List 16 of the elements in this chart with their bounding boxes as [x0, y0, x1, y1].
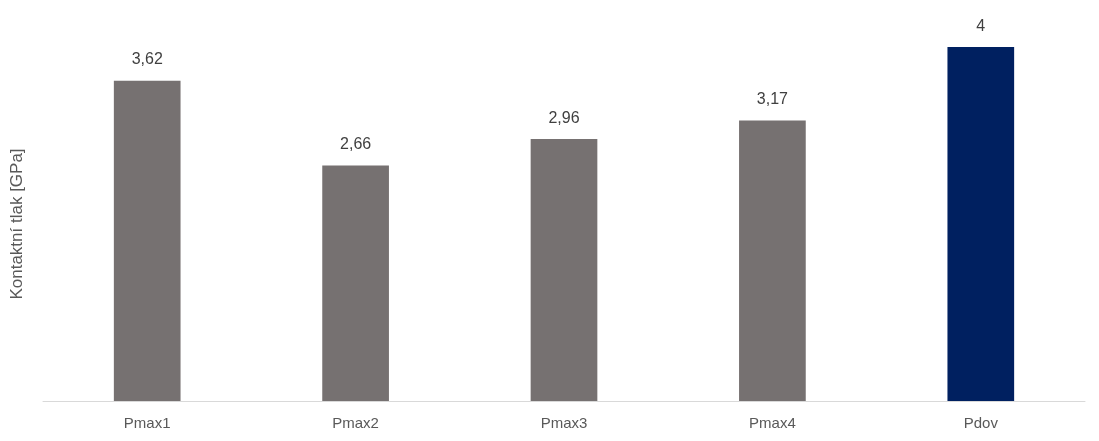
data-label: 3,17: [756, 89, 789, 107]
data-label: 3,62: [131, 50, 163, 68]
y-axis-title: Kontaktní tlak [GPa]: [7, 148, 26, 300]
x-tick-label: Pmax1: [123, 414, 171, 431]
x-tick-label: Pdov: [963, 414, 999, 431]
data-label: 2,96: [548, 108, 580, 126]
x-tick-label: Pmax4: [749, 414, 796, 431]
bar: [947, 47, 1015, 401]
x-tick-label: Pmax3: [540, 414, 588, 431]
bar: [530, 139, 598, 401]
data-label: 2,66: [340, 135, 372, 153]
bar: [739, 120, 806, 401]
data-label: 4: [976, 16, 986, 34]
x-tick-label: Pmax2: [332, 414, 379, 431]
bar: [113, 80, 181, 401]
bar: [322, 165, 389, 401]
